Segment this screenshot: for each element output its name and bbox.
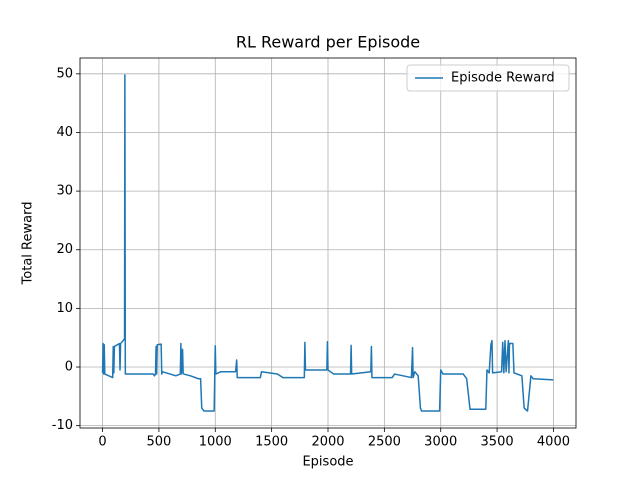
x-tick-label: 0 — [98, 435, 106, 450]
legend-label: Episode Reward — [451, 71, 555, 86]
y-tick-label: 20 — [56, 242, 73, 257]
x-tick-label: 1500 — [255, 435, 288, 450]
x-tick-label: 4000 — [537, 435, 570, 450]
x-axis-label: Episode — [302, 455, 353, 470]
chart-title: RL Reward per Episode — [236, 33, 420, 52]
y-tick-label: -10 — [52, 418, 73, 433]
x-tick-label: 3000 — [424, 435, 457, 450]
y-axis-label: Total Reward — [21, 202, 36, 286]
plot-frame — [79, 57, 577, 429]
y-tick-label: 30 — [56, 184, 73, 199]
line-series — [101, 74, 554, 412]
x-tick-label: 3500 — [481, 435, 514, 450]
y-tick-label: 10 — [56, 301, 73, 316]
y-tick-label: 50 — [56, 66, 73, 81]
legend-box — [406, 64, 570, 92]
x-tick-label: 1000 — [199, 435, 232, 450]
x-tick-label: 2000 — [311, 435, 344, 450]
y-tick-label: 40 — [56, 125, 73, 140]
x-tick-label: 500 — [146, 435, 171, 450]
x-tick-label: 2500 — [368, 435, 401, 450]
y-tick-label: 0 — [65, 360, 73, 375]
